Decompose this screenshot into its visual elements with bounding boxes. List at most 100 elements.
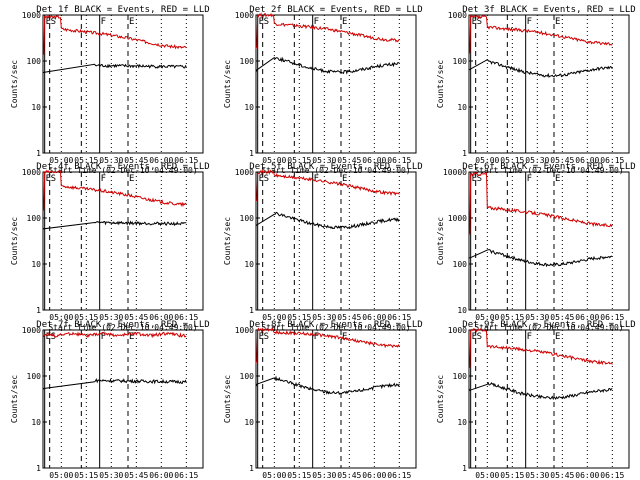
detector-panel: Det 4f BLACK = Events, RED = LLD10001001… — [10, 162, 210, 332]
y-tick-label: 100 — [453, 372, 468, 381]
x-axis-label: Start Time (02-Dec-10 04:49:00) — [261, 166, 410, 175]
detector-panel: Det 5f BLACK = Events, RED = LLD10001001… — [223, 162, 423, 332]
x-tick-label: 06:15 — [387, 156, 411, 165]
series-line — [468, 249, 613, 268]
event-marker-label: E — [46, 332, 51, 342]
x-tick-label: 06:00 — [362, 156, 386, 165]
y-tick-label: 100 — [27, 214, 42, 223]
series-line — [42, 14, 187, 56]
x-tick-label: 05:15 — [74, 156, 98, 165]
x-tick-label: 06:15 — [174, 471, 198, 480]
event-marker-label: F — [314, 332, 319, 342]
plot-frame — [255, 329, 417, 469]
y-tick-label: 1000 — [22, 168, 41, 177]
x-tick-label: 05:00 — [475, 156, 499, 165]
event-marker-label: S — [477, 332, 482, 342]
x-axis-label: Start Time (02-Dec-10 04:49:00) — [48, 323, 197, 332]
x-tick-label: 05:45 — [550, 156, 574, 165]
x-tick-label: 05:00 — [49, 471, 73, 480]
series-line — [255, 375, 400, 395]
x-tick-label: 06:15 — [387, 313, 411, 322]
x-tick-label: 05:45 — [550, 471, 574, 480]
y-tick-label: 1000 — [22, 11, 41, 20]
panel-title: Det 1f BLACK = Events, RED = LLD — [36, 5, 209, 15]
x-tick-label: 06:00 — [149, 156, 173, 165]
x-tick-label: 05:15 — [74, 471, 98, 480]
detector-panel: Det 2f BLACK = Events, RED = LLD10001001… — [223, 5, 423, 175]
y-tick-label: 1000 — [448, 326, 467, 335]
event-marker-label: S — [264, 17, 269, 27]
detector-panel: Det 6f BLACK = Events, RED = LLD10000100… — [436, 162, 636, 332]
y-tick-label: 1 — [249, 149, 254, 158]
series-line — [468, 59, 613, 78]
event-marker-label: S — [51, 174, 56, 184]
y-tick-label: 100 — [240, 57, 255, 66]
y-tick-label: 10 — [457, 418, 467, 427]
x-tick-label: 06:00 — [575, 471, 599, 480]
x-axis-label: Start Time (02-Dec-10 04:49:00) — [261, 323, 410, 332]
event-marker-label: E — [129, 17, 134, 27]
x-tick-label: 05:00 — [475, 471, 499, 480]
y-tick-label: 10 — [457, 103, 467, 112]
event-marker-label: E — [342, 174, 347, 184]
x-tick-label: 05:30 — [312, 156, 336, 165]
y-axis-label: Counts/sec — [10, 60, 19, 108]
x-tick-label: 05:30 — [525, 156, 549, 165]
x-tick-label: 05:15 — [500, 156, 524, 165]
y-tick-label: 10 — [244, 260, 254, 269]
x-tick-label: 05:30 — [525, 313, 549, 322]
event-marker-label: F — [527, 17, 532, 27]
event-marker-label: E — [472, 174, 477, 184]
event-marker-label: F — [527, 332, 532, 342]
x-tick-label: 05:45 — [550, 313, 574, 322]
y-tick-label: 100 — [453, 260, 468, 269]
panel-title: Det 5f BLACK = Events, RED = LLD — [249, 162, 422, 172]
y-tick-label: 1000 — [235, 326, 254, 335]
x-tick-label: 06:00 — [149, 313, 173, 322]
series-line — [255, 12, 400, 49]
event-marker-label: S — [477, 174, 482, 184]
x-tick-label: 05:00 — [475, 313, 499, 322]
x-tick-label: 06:00 — [575, 313, 599, 322]
x-tick-label: 05:15 — [287, 156, 311, 165]
event-marker-label: S — [264, 174, 269, 184]
y-tick-label: 1 — [249, 464, 254, 473]
y-tick-label: 1000 — [235, 168, 254, 177]
detector-panel: Det 1f BLACK = Events, RED = LLD10001001… — [10, 5, 210, 175]
y-tick-label: 10 — [244, 418, 254, 427]
y-tick-label: 1000 — [22, 326, 41, 335]
x-tick-label: 06:15 — [600, 156, 624, 165]
y-axis-label: Counts/sec — [436, 375, 445, 423]
x-tick-label: 05:30 — [99, 156, 123, 165]
event-marker-label: E — [555, 332, 560, 342]
x-axis-label: Start Time (02-Dec-10 04:49:00) — [48, 166, 197, 175]
x-tick-label: 05:45 — [124, 471, 148, 480]
x-tick-label: 05:15 — [500, 313, 524, 322]
y-axis-label: Counts/sec — [223, 60, 232, 108]
x-tick-label: 05:30 — [312, 313, 336, 322]
panel-title: Det 4f BLACK = Events, RED = LLD — [36, 162, 209, 172]
x-tick-label: 05:00 — [49, 313, 73, 322]
event-marker-label: E — [259, 17, 264, 27]
y-tick-label: 1 — [462, 464, 467, 473]
series-line — [42, 63, 187, 74]
x-tick-label: 06:00 — [362, 313, 386, 322]
plot-frame — [255, 171, 417, 311]
y-tick-label: 1 — [462, 149, 467, 158]
y-tick-label: 100 — [27, 372, 42, 381]
event-marker-label: S — [264, 332, 269, 342]
y-tick-label: 100 — [240, 214, 255, 223]
x-tick-label: 05:00 — [49, 156, 73, 165]
y-axis-label: Counts/sec — [10, 217, 19, 265]
y-tick-label: 100 — [240, 372, 255, 381]
event-marker-label: E — [46, 17, 51, 27]
x-tick-label: 05:00 — [262, 471, 286, 480]
series-line — [468, 14, 613, 55]
y-tick-label: 10 — [31, 418, 41, 427]
x-tick-label: 06:15 — [600, 471, 624, 480]
panel-title: Det 9f BLACK = Events, RED = LLD — [462, 320, 635, 330]
series-line — [42, 220, 187, 230]
